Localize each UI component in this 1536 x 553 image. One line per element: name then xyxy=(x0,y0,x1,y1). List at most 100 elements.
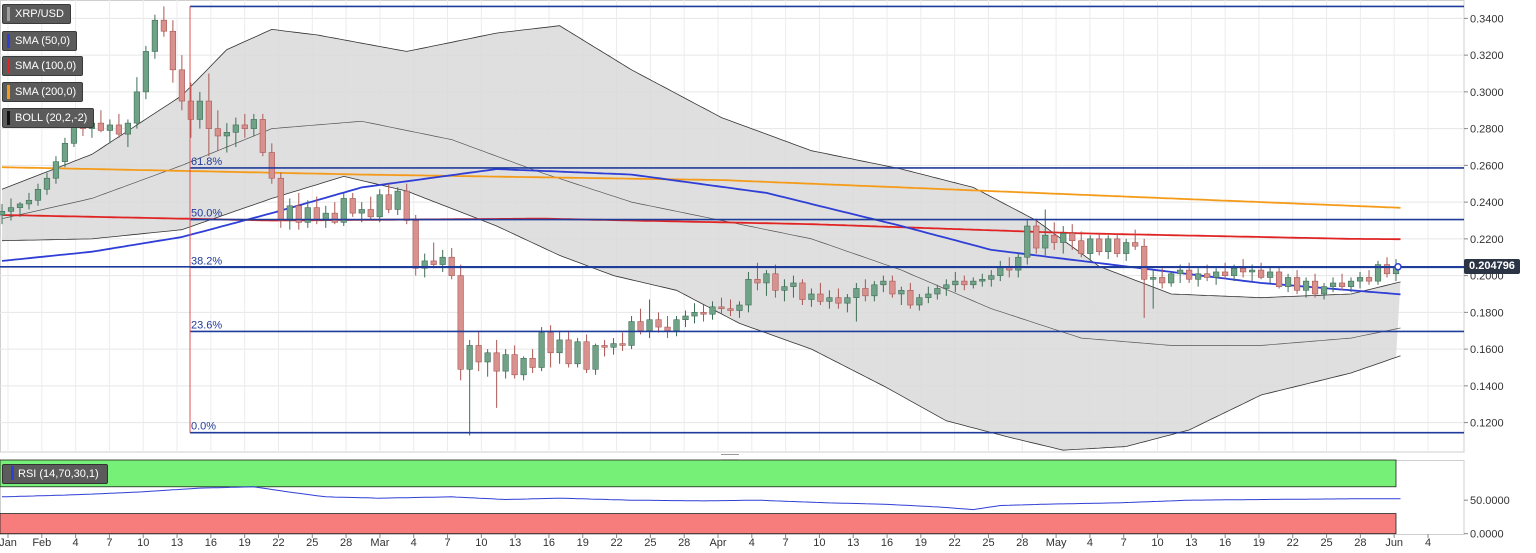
time-tick-label: 13 xyxy=(1185,537,1197,549)
legend-sma50[interactable]: SMA (50,0) xyxy=(2,31,78,51)
candle-body xyxy=(1042,234,1049,249)
candle-body xyxy=(979,278,986,282)
price-tick-label: 0.3400 xyxy=(1470,13,1504,25)
price-tick-label: 0.1200 xyxy=(1470,418,1504,430)
candle-body xyxy=(862,288,869,297)
time-tick-label: 7 xyxy=(444,537,450,549)
candle-body xyxy=(277,177,284,221)
fib-level-label: 38.2% xyxy=(191,255,222,267)
candle-body xyxy=(421,260,428,269)
candle-body xyxy=(1069,233,1076,241)
legend-label-rsi: RSI (14,70,30,1) xyxy=(18,468,99,480)
time-tick-label: 4 xyxy=(411,537,417,549)
candle-body xyxy=(763,273,770,284)
legend-xrpusd[interactable]: XRP/USD xyxy=(2,4,71,24)
candle-body xyxy=(232,124,239,133)
legend-sma100[interactable]: SMA (100,0) xyxy=(2,56,84,76)
price-tick-label: 0.2400 xyxy=(1470,197,1504,209)
candle-body xyxy=(61,143,69,162)
candle-body xyxy=(817,293,824,302)
time-tick-label: 13 xyxy=(509,537,521,549)
legend-swatch-xrpusd xyxy=(7,7,10,21)
candle-body xyxy=(367,209,374,218)
candle-body xyxy=(268,152,275,179)
candle-body xyxy=(1383,264,1391,275)
candle-body xyxy=(214,128,221,137)
candle-body xyxy=(511,354,518,376)
candle-body xyxy=(151,19,158,52)
candle-body xyxy=(1204,273,1211,278)
candle-body xyxy=(754,278,761,284)
candle-body xyxy=(646,319,653,332)
candle-body xyxy=(1141,245,1148,280)
time-tick-label: 25 xyxy=(1320,537,1332,549)
candle-body xyxy=(115,124,123,135)
candle-body xyxy=(790,282,797,287)
candle-body xyxy=(457,275,464,370)
time-tick-label: Jan xyxy=(0,537,17,549)
candle-body xyxy=(1186,269,1193,280)
candle-body xyxy=(907,290,914,306)
candle-body xyxy=(1078,240,1085,254)
candle-body xyxy=(736,304,743,311)
fib-level-label: 0.0% xyxy=(191,421,216,433)
candle-body xyxy=(430,260,437,265)
candle-body xyxy=(556,339,563,354)
candle-body xyxy=(1329,282,1337,287)
time-tick-label: 4 xyxy=(73,537,79,549)
candle-body xyxy=(205,100,212,129)
candle-body xyxy=(403,190,410,221)
time-tick-label: 22 xyxy=(1287,537,1299,549)
fib-level-label: 61.8% xyxy=(191,156,222,168)
rsi-tick-label: 0.0000 xyxy=(1470,529,1504,541)
rsi-oversold-zone xyxy=(0,513,1397,535)
candle-body xyxy=(484,352,491,363)
candle-body xyxy=(727,308,734,311)
candle-body xyxy=(259,119,266,153)
candle-body xyxy=(1024,225,1031,258)
time-tick-label: 19 xyxy=(577,537,589,549)
candle-body xyxy=(682,315,689,321)
candle-body xyxy=(1060,233,1067,243)
candle-body xyxy=(1087,238,1094,254)
candle-body xyxy=(709,306,716,315)
candle-body xyxy=(529,357,536,368)
candle-body xyxy=(934,288,941,295)
candle-body xyxy=(340,198,347,223)
candle-body xyxy=(313,207,320,221)
time-tick-label: 25 xyxy=(306,537,318,549)
candle-body xyxy=(466,345,473,370)
candle-body xyxy=(304,207,311,223)
candle-body xyxy=(1105,238,1112,253)
rsi-indicator xyxy=(0,459,1401,535)
candle-body xyxy=(583,341,590,370)
candle-body xyxy=(1338,282,1346,287)
candle-body xyxy=(412,220,419,269)
legend-label-boll: BOLL (20,2,-2) xyxy=(15,112,88,124)
time-tick-label: 22 xyxy=(610,537,622,549)
price-tick-label: 0.1400 xyxy=(1470,381,1504,393)
candle-body xyxy=(970,280,977,286)
candle-body xyxy=(1132,242,1139,247)
time-tick-label: 19 xyxy=(1253,537,1265,549)
time-tick-label: Feb xyxy=(32,537,51,549)
time-tick-label: 7 xyxy=(1121,537,1127,549)
candle-body xyxy=(772,273,779,291)
candle-body xyxy=(295,205,302,223)
legend-rsi[interactable]: RSI (14,70,30,1) xyxy=(2,464,108,484)
pane-splitter-handle[interactable] xyxy=(721,454,739,460)
candle-body xyxy=(916,297,923,306)
candle-body xyxy=(169,30,176,71)
bollinger-middle-line xyxy=(1,120,1401,346)
fibonacci-levels: 61.8% 50.0% 38.2% 23.6% 0.0% xyxy=(0,5,1464,434)
candle-body xyxy=(358,209,365,214)
legend-boll[interactable]: BOLL (20,2,-2) xyxy=(2,108,95,128)
time-tick-label: 28 xyxy=(340,537,352,549)
bollinger-bands xyxy=(1,25,1401,451)
candle-body xyxy=(808,293,815,300)
legend-sma200[interactable]: SMA (200,0) xyxy=(2,82,84,102)
bollinger-fill xyxy=(2,25,1401,451)
rsi-tick-label: 50.0000 xyxy=(1470,495,1510,507)
candle-body xyxy=(592,345,599,370)
time-tick-label: 7 xyxy=(106,537,112,549)
